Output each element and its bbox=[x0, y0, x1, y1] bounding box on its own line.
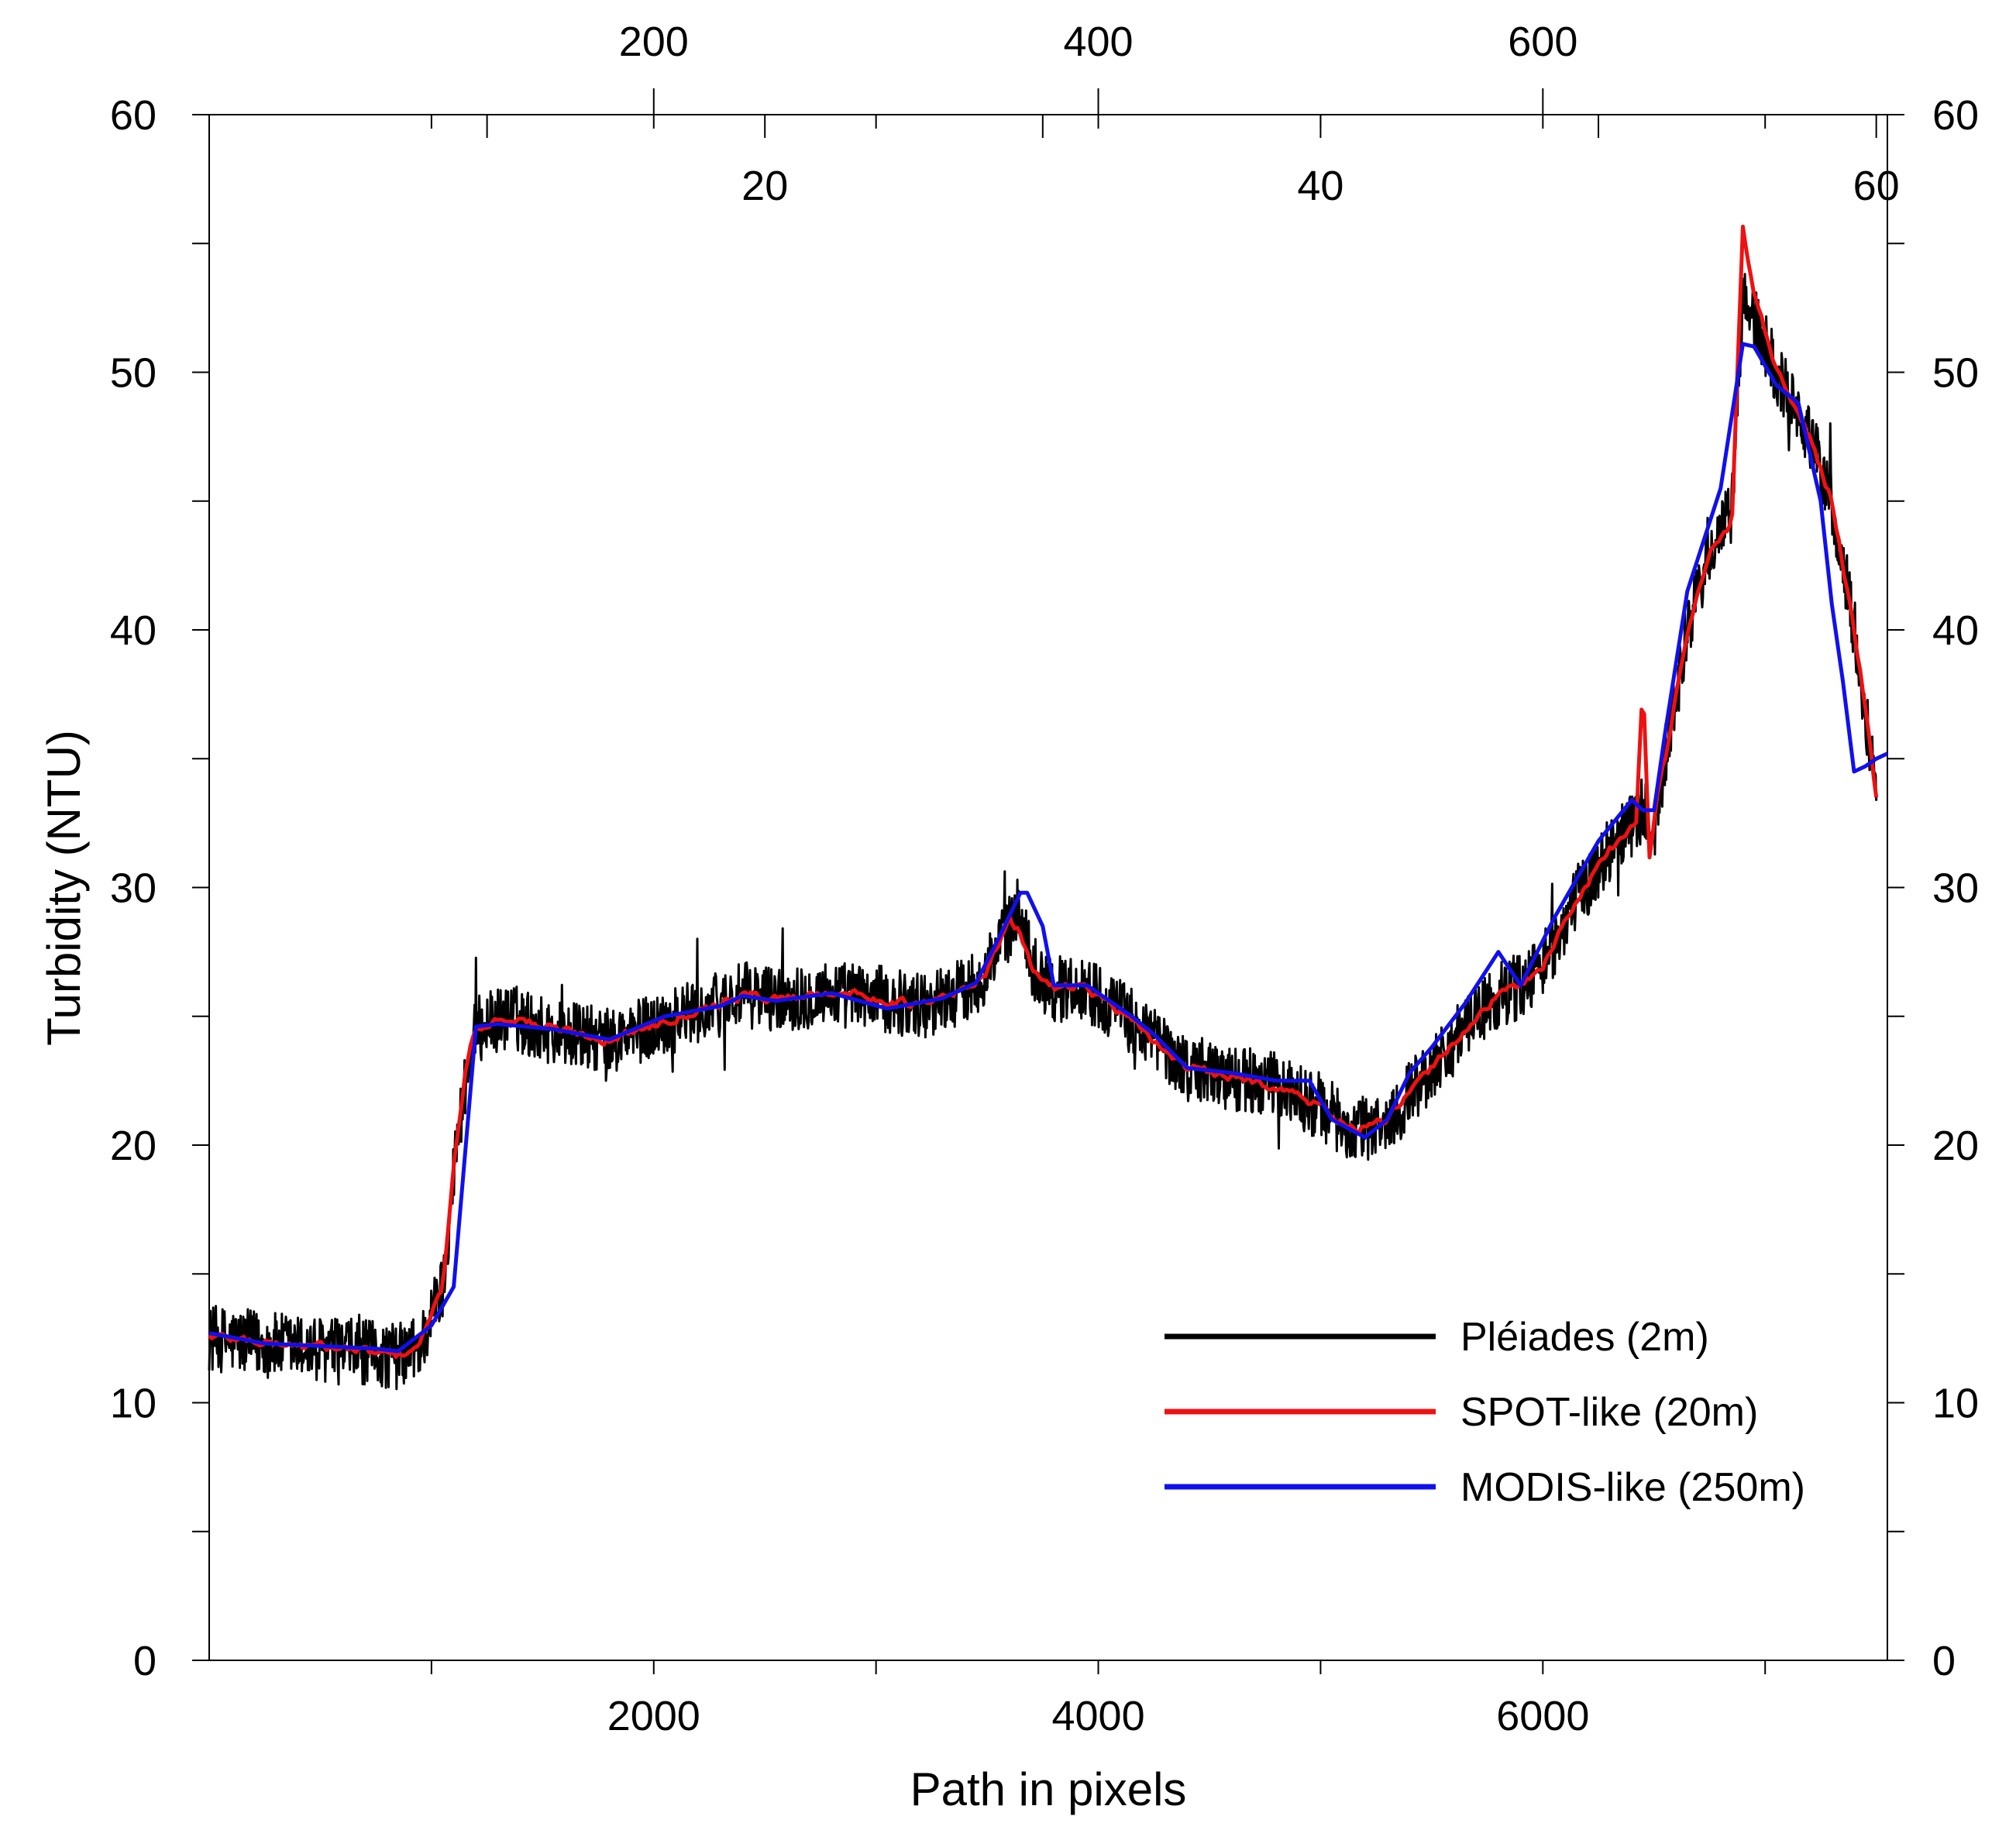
y-tick-label-right: 60 bbox=[1932, 92, 1979, 139]
x-axis-title: Path in pixels bbox=[910, 1763, 1187, 1815]
y-tick-label-left: 20 bbox=[110, 1123, 157, 1169]
x-tick-label: 6000 bbox=[1496, 1693, 1589, 1739]
y-tick-label-left: 30 bbox=[110, 865, 157, 912]
y-tick-label-right: 10 bbox=[1932, 1381, 1979, 1427]
y-tick-label-left: 40 bbox=[110, 607, 157, 654]
legend: Pléiades (2m) SPOT-like (20m) MODIS-like… bbox=[1165, 1315, 1805, 1510]
legend-label-pleiades: Pléiades (2m) bbox=[1460, 1315, 1709, 1360]
top-outer-tick-label: 400 bbox=[1063, 19, 1133, 65]
y-tick-label-left: 0 bbox=[133, 1638, 157, 1684]
top-inner-tick-label: 40 bbox=[1297, 163, 1343, 209]
y-tick-label-left: 60 bbox=[110, 92, 157, 139]
top-outer-tick-label: 200 bbox=[619, 19, 689, 65]
y-tick-label-left: 10 bbox=[110, 1381, 157, 1427]
series-line-modis bbox=[208, 342, 1889, 1354]
y-tick-label-right: 0 bbox=[1932, 1638, 1956, 1684]
y-axis-title: Turbidity (NTU) bbox=[38, 730, 90, 1046]
y-tick-label-right: 40 bbox=[1932, 607, 1979, 654]
legend-label-spot: SPOT-like (20m) bbox=[1460, 1390, 1758, 1435]
y-tick-label-left: 50 bbox=[110, 350, 157, 397]
top-inner-tick-label: 20 bbox=[741, 163, 788, 209]
series-line-spot bbox=[208, 225, 1879, 1359]
x-tick-label: 2000 bbox=[607, 1693, 700, 1739]
y-tick-label-right: 30 bbox=[1932, 865, 1979, 912]
series-line-pleiades bbox=[208, 273, 1878, 1391]
y-tick-label-right: 20 bbox=[1932, 1123, 1979, 1169]
top-outer-tick-label: 600 bbox=[1508, 19, 1577, 65]
tick-labels: 2000 4000 6000 0 0 10 10 20 20 30 30 40 40 50 50 60 60 20… bbox=[110, 19, 1979, 1739]
series-layer bbox=[208, 225, 1889, 1391]
top-inner-tick-label: 60 bbox=[1853, 163, 1900, 209]
y-tick-label-right: 50 bbox=[1932, 350, 1979, 397]
x-tick-label: 4000 bbox=[1051, 1693, 1144, 1739]
legend-label-modis: MODIS-like (250m) bbox=[1460, 1465, 1805, 1510]
axis-ticks bbox=[192, 88, 1904, 1674]
